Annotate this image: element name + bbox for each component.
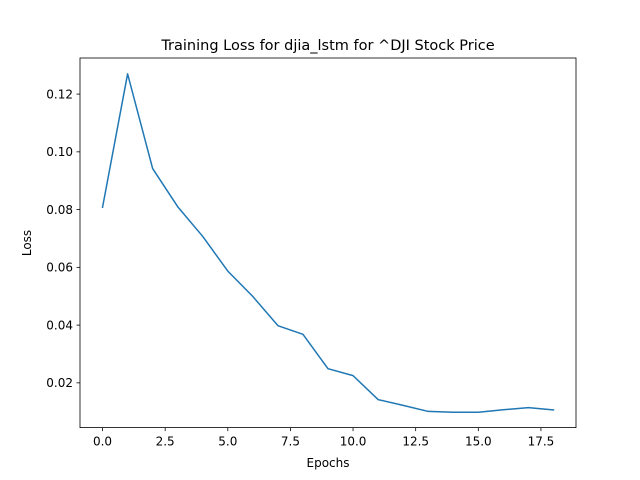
x-tick-label: 2.5 [156,435,175,449]
x-axis-label: Epochs [307,456,350,470]
x-tick-label: 7.5 [281,435,300,449]
y-tick-label: 0.12 [46,87,73,101]
axes-frame [79,57,577,429]
y-tick-label: 0.08 [46,203,73,217]
y-tick-label: 0.10 [46,145,73,159]
y-tick-label: 0.02 [46,376,73,390]
chart-title: Training Loss for djia_lstm for ^DJI Sto… [160,38,494,54]
x-tick-label: 0.0 [93,435,112,449]
plot-area: 0.0 2.5 5.0 7.5 10.0 12.5 15.0 17.5 0.020.040.0… [46,57,577,449]
x-tick-label: 17.5 [528,435,555,449]
x-axis-ticks: 0.0 2.5 5.0 7.5 10.0 12.5 15.0 17.5 [93,427,555,449]
y-axis-ticks: 0.02 0.04 0.06 0.08 0.10 0.12 [46,87,80,390]
loss-series-line [101,73,555,414]
x-tick-label: 12.5 [402,435,429,449]
x-tick-label: 10.0 [340,435,367,449]
x-tick-label: 5.0 [218,435,237,449]
y-axis-label: Loss [20,230,34,256]
y-tick-label: 0.06 [46,261,73,275]
series-layer [101,73,555,414]
x-tick-label: 15.0 [465,435,492,449]
y-tick-label: 0.04 [46,318,73,332]
